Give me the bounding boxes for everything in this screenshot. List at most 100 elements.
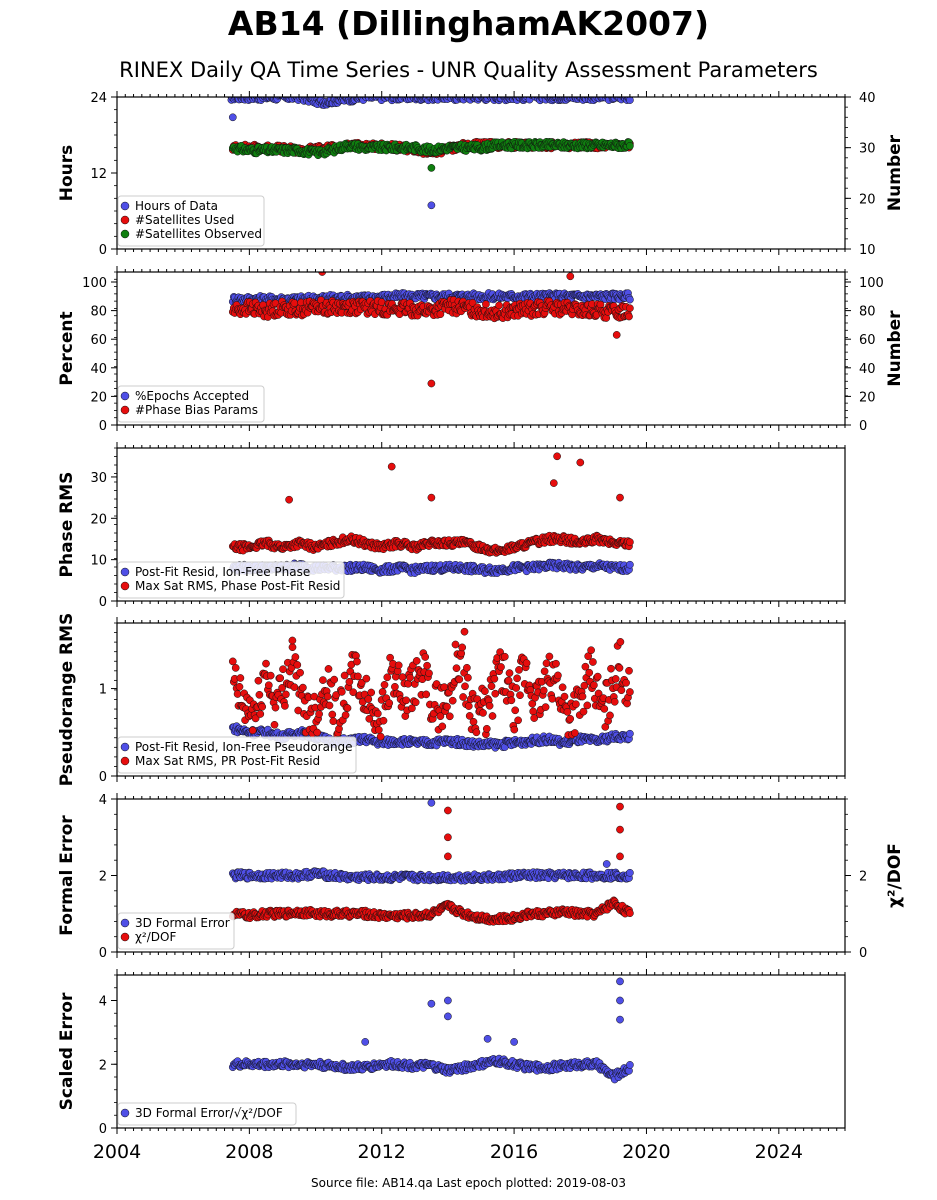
point [260, 97, 264, 98]
point [364, 695, 373, 703]
point [482, 300, 490, 309]
point [402, 696, 411, 705]
point [461, 682, 469, 691]
point [548, 694, 557, 703]
data-points [228, 799, 634, 926]
legend-box [117, 195, 265, 247]
point-outlier [549, 479, 558, 487]
point [385, 699, 394, 707]
point [552, 659, 560, 668]
y-tick-label: 0 [99, 595, 107, 610]
point [512, 684, 521, 692]
point [513, 674, 521, 683]
point [452, 664, 461, 673]
point [554, 671, 562, 680]
point [490, 674, 499, 683]
y-tick-label: 20 [90, 512, 107, 527]
point [281, 702, 289, 710]
point [455, 675, 464, 684]
point [337, 688, 346, 696]
point [626, 729, 634, 738]
point-outlier [553, 452, 561, 461]
point [463, 663, 471, 672]
point [558, 683, 567, 692]
point [587, 646, 595, 655]
point [495, 301, 503, 310]
point [507, 696, 516, 705]
y2-tick-label: 40 [859, 362, 876, 377]
point-outlier [566, 272, 575, 281]
y2-tick-label: 60 [859, 333, 876, 348]
point [626, 97, 634, 104]
point [288, 643, 297, 652]
point [248, 726, 257, 735]
data-points [228, 627, 634, 752]
point [516, 691, 524, 700]
point [299, 683, 307, 692]
point [374, 726, 383, 734]
point [539, 686, 548, 695]
point [319, 676, 327, 684]
legend-marker [120, 742, 130, 752]
point-outlier [318, 272, 327, 276]
point [290, 683, 299, 692]
y-tick-label: 30 [90, 471, 107, 486]
legend-label: #Satellites Observed [135, 227, 262, 241]
point [353, 657, 361, 666]
point [515, 666, 523, 674]
point [315, 710, 323, 718]
point-outlier [228, 113, 237, 122]
point [464, 673, 472, 682]
point [354, 672, 362, 681]
point [276, 674, 285, 682]
point [479, 709, 487, 717]
point-outlier [427, 379, 436, 388]
point [491, 689, 500, 698]
point [611, 675, 620, 683]
point [572, 700, 580, 709]
y-tick-label: 40 [90, 362, 107, 377]
point [362, 674, 371, 683]
point [626, 560, 634, 569]
point [626, 538, 634, 546]
y-ticks-left: 0 20 40 60 80 100 [82, 271, 117, 434]
point [469, 717, 478, 726]
point [505, 669, 514, 677]
point [606, 711, 614, 720]
point [590, 681, 598, 689]
y-tick-label: 60 [90, 333, 107, 348]
point [391, 682, 399, 691]
y-ticks-right: 10 20 30 40 [845, 91, 876, 258]
y2-tick-label: 100 [859, 276, 884, 291]
point-outlier [288, 636, 297, 645]
point [296, 668, 304, 677]
point [458, 643, 467, 652]
point [258, 702, 267, 711]
point [228, 657, 237, 666]
point [626, 295, 634, 304]
point [380, 680, 389, 689]
point [622, 678, 630, 687]
point [448, 696, 457, 705]
point [529, 707, 538, 716]
point [443, 702, 451, 711]
point [625, 312, 633, 321]
y-ticks-left: 0 12 24 [90, 91, 117, 258]
point [617, 686, 626, 695]
point [542, 659, 551, 668]
data-points [226, 97, 634, 210]
y-tick-label: 24 [90, 91, 107, 106]
point [329, 717, 338, 726]
point [626, 142, 634, 150]
legend-marker [120, 756, 130, 766]
point [423, 661, 431, 670]
point [325, 701, 334, 710]
legend-marker [120, 201, 130, 211]
point [266, 671, 275, 680]
point [510, 725, 519, 734]
point [545, 652, 554, 661]
point [579, 707, 588, 716]
point [403, 97, 408, 98]
